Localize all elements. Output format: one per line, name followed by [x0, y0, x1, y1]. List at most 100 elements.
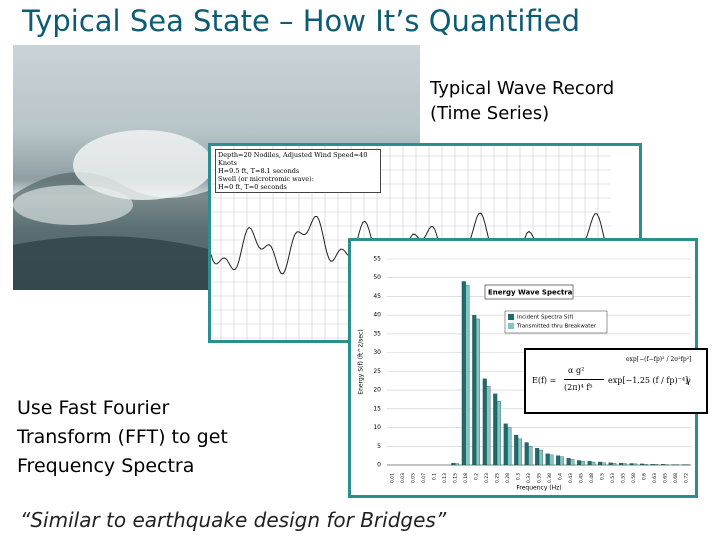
header-line: H=0 ft, T=0 seconds — [218, 183, 287, 191]
chart: 0 5 10 15 20 25 30 35 40 45 50 55 0.01 0.03 0.05 0.07 0.… — [358, 256, 691, 492]
bar — [660, 464, 665, 466]
bar — [482, 378, 487, 466]
bar — [566, 458, 571, 466]
bar — [496, 401, 501, 466]
x-tick-label: 0.38 — [547, 473, 553, 483]
chart-title: Energy Wave Spectra — [488, 289, 573, 297]
bar — [524, 442, 529, 466]
x-tick-label: 0.07 — [421, 473, 427, 483]
y-tick-label: 30 — [373, 349, 381, 356]
caption-line: (Time Series) — [430, 103, 550, 124]
bar — [629, 463, 634, 466]
x-tick-label: 0.53 — [610, 473, 616, 483]
bar — [577, 460, 582, 466]
quote: “Similar to earthquake design for Bridge… — [20, 508, 447, 532]
bar — [619, 462, 624, 466]
bar — [486, 386, 491, 466]
x-tick-label: 0.33 — [526, 473, 532, 483]
caption-line: Transform (FFT) to get — [17, 426, 228, 448]
bar — [570, 459, 575, 466]
bar — [538, 449, 543, 466]
formula-gamma: γ — [686, 376, 691, 385]
bar — [517, 438, 522, 466]
y-tick-label: 5 — [377, 443, 381, 450]
formula-gamma-exp: exp[−(f−fp)² / 2σ²fp²] — [626, 356, 692, 363]
x-tick-label: 0.01 — [390, 473, 396, 483]
bar — [622, 463, 627, 466]
legend-label: Incident Spectra S(f) — [517, 315, 574, 321]
bar — [461, 281, 466, 466]
header-line: Depth=20 Nodiles, Adjusted Wind Speed=40… — [218, 151, 368, 167]
x-tick-label: 0.48 — [589, 473, 595, 483]
bar — [493, 393, 498, 466]
bar — [454, 463, 459, 466]
bar — [608, 462, 613, 466]
formula-den: (2π)⁴ f⁵ — [564, 383, 593, 392]
bar — [580, 461, 585, 466]
header-line: H=9.5 ft, T=8.1 seconds — [218, 167, 300, 175]
x-tick-label: 0.2 — [474, 473, 480, 480]
spectrum-chart: 0 5 10 15 20 25 30 35 40 45 50 55 0.01 0.03 0.05 0.07 0.… — [348, 238, 698, 498]
title-box — [484, 284, 574, 300]
bar — [650, 464, 655, 466]
x-tick-label: 0.3 — [516, 473, 522, 480]
formula: E(f) = α g² (2π)⁴ f⁵ exp[−1.25 (f / fp)⁻… — [524, 348, 708, 414]
y-tick-label: 10 — [373, 424, 381, 431]
bar — [598, 461, 603, 466]
y-tick-label: 55 — [373, 256, 381, 263]
wave-header: Depth=20 Nodiles, Adjusted Wind Speed=40… — [215, 149, 381, 193]
fft-caption: Use Fast Fourier Transform (FFT) to get … — [17, 394, 228, 481]
y-tick-label: 15 — [373, 405, 381, 412]
legend-swatch — [508, 314, 514, 320]
x-tick-label: 0.43 — [568, 473, 574, 483]
x-tick-label: 0.23 — [484, 473, 490, 483]
y-tick-label: 0 — [377, 462, 381, 469]
formula-lhs: E(f) = — [532, 376, 557, 385]
caption-line: Use Fast Fourier — [17, 397, 170, 419]
bar — [503, 423, 508, 466]
slide-title: Typical Sea State – How It’s Quantified — [22, 4, 581, 38]
y-tick-label: 40 — [373, 312, 381, 319]
y-tick-label: 45 — [373, 293, 381, 300]
x-tick-label: 0.28 — [505, 473, 511, 483]
y-tick-label: 20 — [373, 387, 381, 394]
x-tick-label: 0.25 — [495, 473, 501, 483]
legend-swatch — [508, 323, 514, 329]
x-tick-label: 0.58 — [631, 473, 637, 483]
bar — [545, 453, 550, 466]
x-tick-label: 0.05 — [411, 473, 417, 483]
legend-label: Transmitted thru Breakwater — [516, 324, 597, 330]
bar — [451, 462, 456, 466]
bar — [633, 463, 638, 466]
x-tick-label: 0.13 — [442, 473, 448, 483]
y-tick-label: 35 — [373, 330, 381, 337]
bar — [535, 447, 540, 466]
bar — [465, 285, 470, 466]
bar — [507, 427, 512, 466]
y-axis-label: Energy S(f) (ft^2/sec) — [358, 329, 365, 394]
header-line: Swell (or microtromic wave): — [218, 175, 314, 183]
bar — [587, 461, 592, 466]
bar — [549, 454, 554, 466]
x-tick-label: 0.68 — [673, 473, 679, 483]
x-axis-label: Frequency (Hz) — [516, 485, 561, 492]
bar — [475, 318, 480, 466]
bar — [643, 464, 648, 466]
x-tick-label: 0.6 — [641, 473, 647, 480]
y-tick-label: 50 — [373, 274, 381, 281]
x-tick-label: 0.4 — [557, 473, 563, 480]
formula-exp: exp[−1.25 (f / fp)⁻⁴] — [608, 376, 689, 385]
x-tick-label: 0.03 — [400, 473, 406, 483]
bar — [559, 456, 564, 466]
bar — [472, 315, 477, 466]
x-tick-label: 0.35 — [537, 473, 543, 483]
x-tick-label: 0.15 — [453, 473, 459, 483]
x-tick-label: 0.63 — [652, 473, 658, 483]
x-tick-label: 0.65 — [662, 473, 668, 483]
wave-caption: Typical Wave Record (Time Series) — [430, 76, 619, 130]
bar — [601, 462, 606, 466]
bar — [612, 462, 617, 466]
x-tick-label: 0.18 — [463, 473, 469, 483]
x-tick-label: 0.5 — [599, 473, 605, 480]
